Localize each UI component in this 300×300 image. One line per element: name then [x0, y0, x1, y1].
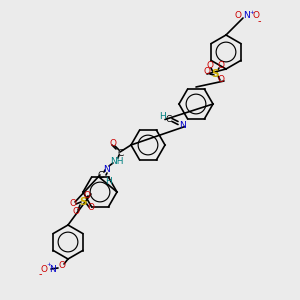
- Text: +: +: [46, 262, 51, 268]
- Text: O: O: [88, 203, 94, 212]
- Text: C: C: [166, 115, 172, 124]
- Text: N: N: [244, 11, 250, 20]
- Text: S: S: [211, 69, 219, 79]
- Text: H: H: [106, 176, 112, 185]
- Text: N: N: [50, 265, 56, 274]
- Text: O: O: [70, 200, 76, 208]
- Text: S: S: [79, 197, 87, 207]
- Text: NH: NH: [110, 157, 124, 166]
- Text: O: O: [40, 265, 47, 274]
- Text: H: H: [160, 112, 167, 121]
- Text: O: O: [218, 61, 224, 70]
- Text: O: O: [73, 208, 80, 217]
- Text: N: N: [178, 121, 185, 130]
- Text: -: -: [38, 269, 42, 279]
- Text: O: O: [253, 11, 260, 20]
- Text: O: O: [235, 11, 242, 20]
- Text: O: O: [110, 139, 116, 148]
- Text: -: -: [257, 16, 261, 26]
- Text: O: O: [83, 190, 91, 200]
- Text: N: N: [103, 164, 110, 173]
- Text: +: +: [250, 11, 254, 16]
- Text: O: O: [206, 61, 214, 70]
- Text: C: C: [118, 148, 124, 158]
- Text: C: C: [98, 170, 104, 179]
- Text: O: O: [203, 68, 211, 76]
- Text: O: O: [218, 76, 224, 85]
- Text: O: O: [58, 262, 65, 271]
